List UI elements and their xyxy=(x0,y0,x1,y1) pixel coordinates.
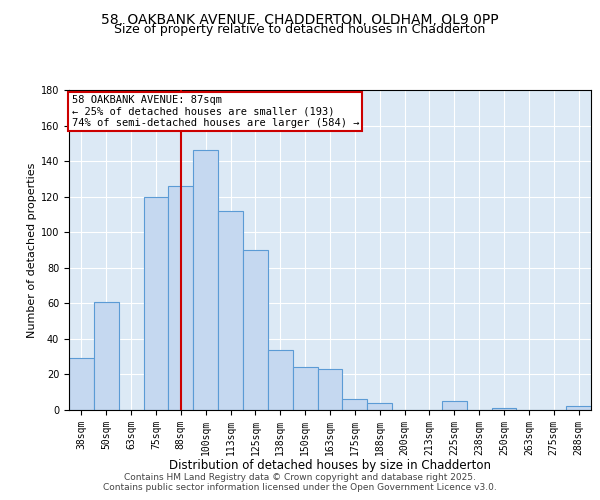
Bar xyxy=(94,302,119,410)
Bar xyxy=(343,400,367,410)
Bar xyxy=(491,408,517,410)
Bar xyxy=(317,369,343,410)
Text: Contains HM Land Registry data © Crown copyright and database right 2025.
Contai: Contains HM Land Registry data © Crown c… xyxy=(103,473,497,492)
Bar xyxy=(143,196,169,410)
Bar xyxy=(566,406,591,410)
Bar xyxy=(442,401,467,410)
Text: Size of property relative to detached houses in Chadderton: Size of property relative to detached ho… xyxy=(115,22,485,36)
Bar xyxy=(193,150,218,410)
Bar xyxy=(218,211,243,410)
Bar xyxy=(243,250,268,410)
Text: 58 OAKBANK AVENUE: 87sqm
← 25% of detached houses are smaller (193)
74% of semi-: 58 OAKBANK AVENUE: 87sqm ← 25% of detach… xyxy=(71,95,359,128)
Bar xyxy=(293,368,317,410)
Bar xyxy=(69,358,94,410)
Bar xyxy=(169,186,193,410)
Bar xyxy=(268,350,293,410)
X-axis label: Distribution of detached houses by size in Chadderton: Distribution of detached houses by size … xyxy=(169,459,491,472)
Text: 58, OAKBANK AVENUE, CHADDERTON, OLDHAM, OL9 0PP: 58, OAKBANK AVENUE, CHADDERTON, OLDHAM, … xyxy=(101,12,499,26)
Bar xyxy=(367,403,392,410)
Y-axis label: Number of detached properties: Number of detached properties xyxy=(26,162,37,338)
